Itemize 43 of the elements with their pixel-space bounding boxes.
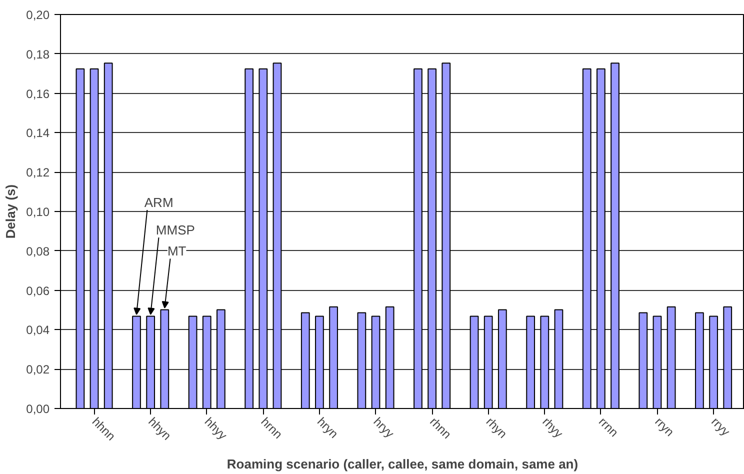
y-tick-label: 0,00: [26, 402, 50, 416]
text: ARM: [144, 194, 174, 210]
bar: [638, 312, 648, 408]
bar: [385, 306, 394, 408]
y-tick-label: 0,14: [26, 126, 50, 140]
x-tick-label: rryy: [708, 414, 733, 439]
bar: [414, 68, 422, 408]
y-axis-title: Delay (s): [3, 184, 18, 239]
y-tick-label: 0,04: [26, 323, 50, 338]
bar: [554, 309, 564, 408]
bar: [442, 62, 451, 408]
bar: [723, 306, 732, 408]
y-tick-label: 0,06: [26, 284, 50, 298]
bar: [300, 312, 310, 408]
text: MT: [167, 244, 186, 259]
bar: [272, 62, 282, 408]
bar: [244, 68, 254, 408]
text: MMSP: [156, 222, 195, 238]
y-tick-label: 0,18: [26, 47, 50, 62]
bar: [695, 312, 704, 408]
y-tick-label: 0,12: [26, 166, 50, 180]
bar: [582, 68, 592, 408]
bar: [357, 312, 366, 408]
y-tick-label: 0,16: [26, 86, 50, 101]
bar: [329, 306, 338, 408]
x-tick-label: rryn: [652, 414, 677, 440]
bar: [666, 306, 676, 408]
bar: [216, 309, 226, 408]
bar: [470, 316, 479, 408]
bar: [610, 62, 620, 408]
x-tick-label: rhyn: [483, 414, 510, 441]
y-tick-label: 0,20: [26, 8, 50, 22]
x-tick-label: rrnn: [596, 414, 621, 440]
y-tick-label: 0,08: [26, 244, 50, 258]
y-tick-label: 0,02: [26, 362, 50, 377]
bar: [188, 316, 198, 408]
bar: [526, 316, 536, 408]
bar: [104, 62, 113, 408]
y-tick-label: 0,10: [26, 205, 50, 219]
bar: [76, 68, 85, 408]
x-tick-label: rhyy: [540, 414, 566, 440]
x-axis-title: Roaming scenario (caller, callee, same domain, same an): [226, 456, 578, 472]
bar: [498, 309, 507, 408]
